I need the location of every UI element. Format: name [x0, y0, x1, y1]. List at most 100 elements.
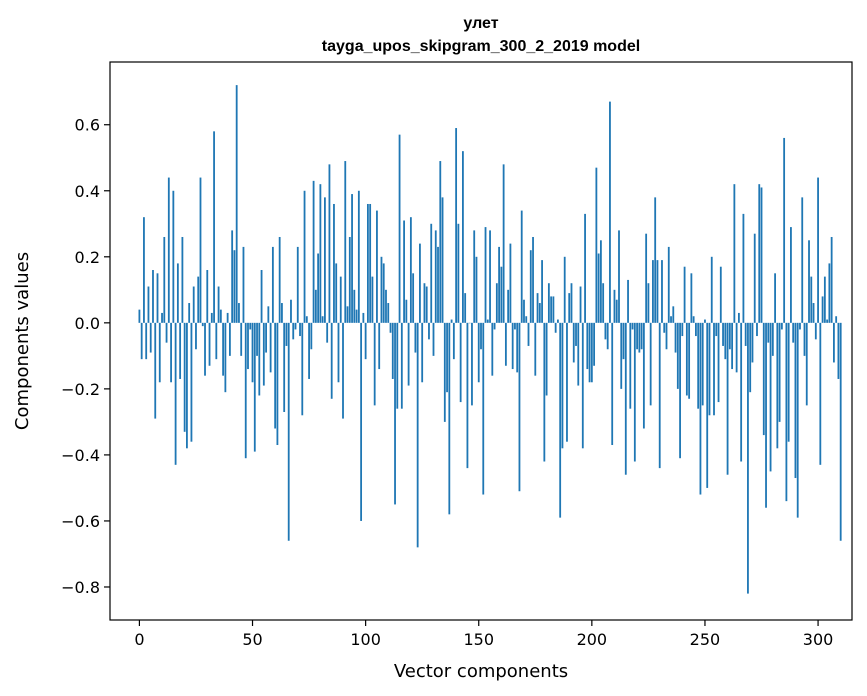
bar-269: [747, 322, 749, 594]
bar-89: [339, 276, 342, 323]
bar-129: [430, 223, 433, 323]
bar-303: [823, 276, 826, 323]
bar-194: [577, 322, 580, 386]
bar-289: [792, 322, 795, 343]
bar-238: [676, 322, 679, 389]
x-tick-label: 250: [690, 630, 721, 649]
bar-107: [380, 256, 383, 323]
y-tick-label: −0.4: [61, 446, 100, 465]
bar-164: [509, 243, 512, 323]
bar-270: [749, 322, 752, 393]
bar-106: [378, 322, 381, 370]
bar-67: [290, 299, 292, 323]
bar-288: [790, 227, 792, 323]
bar-143: [462, 151, 464, 323]
bar-182: [550, 296, 553, 323]
bar-6: [152, 270, 154, 323]
bar-105: [376, 210, 378, 323]
bar-204: [599, 240, 602, 323]
bar-241: [683, 266, 686, 323]
bar-108: [382, 263, 385, 323]
bar-8: [156, 273, 159, 323]
bar-242: [685, 322, 688, 396]
bar-140: [455, 128, 458, 323]
bar-174: [532, 236, 534, 323]
bar-245: [692, 316, 695, 323]
bar-82: [324, 197, 326, 323]
bar-254: [713, 322, 715, 416]
bar-54: [260, 270, 263, 323]
x-tick-label: 0: [134, 630, 144, 649]
bar-286: [785, 322, 788, 502]
bar-55: [262, 322, 265, 386]
bar-257: [719, 266, 722, 323]
bar-262: [731, 322, 734, 370]
bar-41: [231, 230, 234, 323]
bar-190: [568, 293, 571, 323]
bar-60: [274, 322, 277, 429]
bar-86: [333, 203, 335, 323]
bar-176: [536, 293, 539, 323]
bar-272: [753, 233, 756, 323]
bar-169: [520, 210, 523, 323]
bar-144: [464, 293, 467, 323]
bar-179: [543, 322, 546, 462]
plot-frame: [109, 61, 853, 621]
bar-50: [251, 322, 254, 383]
bar-65: [285, 322, 288, 346]
bar-168: [518, 322, 521, 492]
bar-183: [552, 296, 555, 323]
bar-103: [371, 276, 374, 323]
bar-85: [330, 322, 333, 399]
bar-165: [511, 322, 514, 370]
bar-72: [301, 322, 304, 416]
bar-17: [176, 263, 179, 323]
bar-123: [416, 322, 419, 548]
bar-213: [620, 322, 623, 389]
bar-282: [776, 322, 779, 449]
bar-292: [799, 322, 801, 330]
bar-33: [213, 131, 215, 323]
bar-36: [219, 309, 222, 323]
bar-159: [498, 246, 500, 323]
y-tick-label: −0.6: [61, 512, 100, 531]
bar-132: [437, 246, 439, 323]
bar-152: [482, 322, 485, 495]
bar-299: [814, 322, 817, 340]
bar-58: [269, 322, 272, 373]
bar-214: [622, 322, 625, 360]
bar-118: [405, 299, 408, 323]
bar-95: [353, 289, 356, 323]
bar-110: [387, 303, 390, 323]
bar-64: [283, 322, 286, 412]
y-tick-label: 0.2: [75, 248, 100, 267]
bar-209: [611, 322, 614, 446]
bar-43: [235, 85, 238, 323]
bar-298: [812, 303, 815, 323]
bar-94: [351, 194, 353, 323]
bar-91: [344, 161, 347, 323]
bar-271: [751, 322, 754, 363]
bar-185: [557, 319, 559, 323]
bar-141: [457, 223, 460, 323]
bar-71: [299, 322, 301, 337]
bar-227: [652, 260, 654, 323]
bar-30: [206, 270, 209, 323]
bar-249: [701, 322, 704, 406]
bar-277: [765, 322, 767, 508]
bar-142: [459, 322, 462, 403]
bar-162: [504, 322, 507, 366]
bar-11: [163, 236, 166, 323]
bar-130: [432, 322, 435, 356]
bar-31: [208, 322, 211, 366]
bar-119: [407, 322, 410, 386]
bar-304: [826, 319, 829, 323]
bar-4: [147, 286, 150, 323]
bar-127: [425, 286, 428, 323]
bar-45: [240, 322, 243, 356]
bar-199: [588, 322, 591, 383]
x-axis-label: Vector components: [394, 661, 568, 682]
y-tick-label: −0.2: [61, 380, 100, 399]
bar-260: [726, 322, 729, 475]
bar-295: [805, 322, 808, 406]
